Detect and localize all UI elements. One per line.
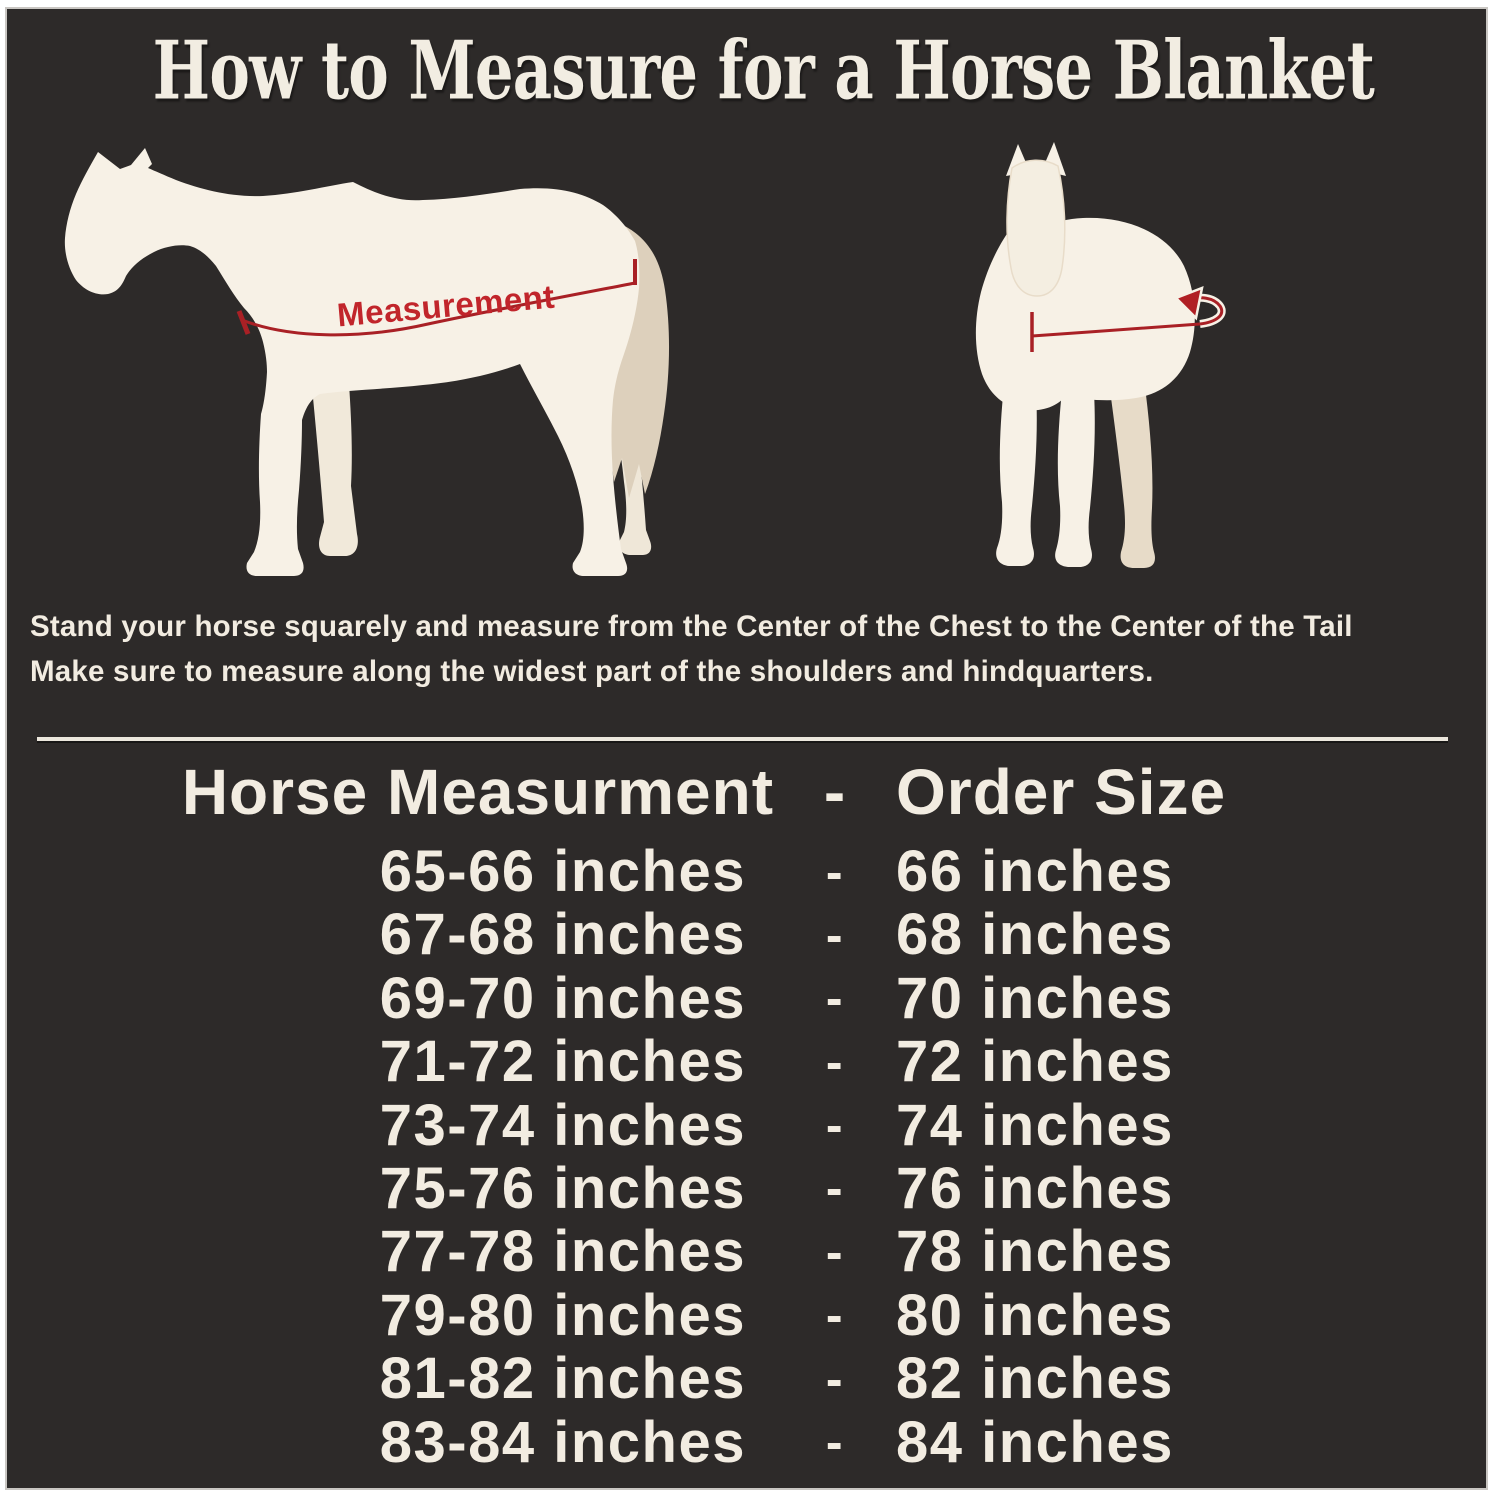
side-horse-illustration: Measurement <box>64 148 670 576</box>
order-size-value: 76 inches <box>896 1155 1174 1221</box>
horse-measurement-value: 81-82 inches <box>379 1346 746 1412</box>
size-table-row: 73-74 inches - 74 inches <box>0 1092 1491 1158</box>
size-table-row: 79-80 inches - 80 inches <box>0 1282 1491 1348</box>
front-horse-head <box>1006 159 1066 297</box>
instructions-block: Stand your horse squarely and measure fr… <box>30 604 1475 694</box>
size-table-row: 81-82 inches - 82 inches <box>0 1345 1491 1411</box>
front-horse-right-front-leg <box>1055 390 1095 567</box>
order-size-value: 66 inches <box>896 839 1174 904</box>
row-separator: - <box>825 843 845 900</box>
row-separator: - <box>825 1033 845 1090</box>
row-separator: - <box>825 1287 845 1344</box>
measurement-line-start-tick <box>236 310 251 335</box>
order-size-value: 74 inches <box>896 1092 1174 1158</box>
page-title: How to Measure for a Horse Blanket <box>0 23 1491 118</box>
horse-measurement-value: 69-70 inches <box>379 965 746 1031</box>
size-table-row: 71-72 inches - 72 inches <box>0 1028 1491 1094</box>
size-table: Horse Measurment - Order Size 65-66 inch… <box>0 752 1491 1475</box>
horse-measurement-value: 83-84 inches <box>379 1409 746 1475</box>
instructions-line-1: Stand your horse squarely and measure fr… <box>30 610 1353 643</box>
order-size-value: 78 inches <box>896 1219 1174 1285</box>
horse-measurement-value: 71-72 inches <box>379 1029 746 1095</box>
row-separator: - <box>825 1160 845 1217</box>
instructions-line-2: Make sure to measure along the widest pa… <box>30 655 1154 688</box>
size-table-row: 67-68 inches - 68 inches <box>0 901 1491 967</box>
size-table-row: 75-76 inches - 76 inches <box>0 1155 1491 1221</box>
horse-measurement-value: 79-80 inches <box>379 1282 746 1348</box>
row-separator: - <box>825 1350 845 1407</box>
horse-measurement-value: 75-76 inches <box>379 1155 746 1221</box>
order-size-value: 72 inches <box>896 1029 1174 1095</box>
row-separator: - <box>825 1223 845 1280</box>
row-separator: - <box>825 1414 845 1471</box>
size-table-row: 83-84 inches - 84 inches <box>0 1409 1491 1475</box>
size-table-row: 65-66 inches - 66 inches <box>0 838 1491 904</box>
horse-measurement-value: 65-66 inches <box>379 839 746 904</box>
front-horse-left-front-leg <box>996 385 1037 566</box>
girth-line <box>1031 322 1201 338</box>
order-size-value: 68 inches <box>896 902 1174 968</box>
measurement-arrow-icon <box>1173 286 1204 321</box>
divider-line <box>37 737 1448 741</box>
measurement-line <box>241 281 636 337</box>
order-size-value: 84 inches <box>896 1409 1174 1475</box>
page-title-text: How to Measure for a Horse Blanket <box>152 23 1375 118</box>
size-table-row: 69-70 inches - 70 inches <box>0 965 1491 1031</box>
header-separator: - <box>823 756 847 828</box>
order-size-value: 82 inches <box>896 1346 1174 1412</box>
row-separator: - <box>825 906 845 963</box>
header-measurement-column: Horse Measurment <box>181 756 774 828</box>
size-table-header: Horse Measurment - Order Size <box>0 752 1491 832</box>
side-horse-far-front-leg <box>310 367 358 556</box>
order-size-value: 80 inches <box>896 1282 1174 1348</box>
front-horse-illustration <box>975 142 1226 568</box>
horse-measurement-value: 77-78 inches <box>379 1219 746 1285</box>
header-order-column: Order Size <box>896 756 1227 828</box>
horse-measurement-value: 73-74 inches <box>379 1092 746 1158</box>
order-size-value: 70 inches <box>896 965 1174 1031</box>
horse-measurement-value: 67-68 inches <box>379 902 746 968</box>
side-horse-body <box>64 148 640 576</box>
row-separator: - <box>825 970 845 1027</box>
size-table-rows: 65-66 inches - 66 inches 67-68 inches - … <box>0 838 1491 1475</box>
front-horse-hind-leg <box>1108 372 1155 568</box>
size-table-row: 77-78 inches - 78 inches <box>0 1218 1491 1284</box>
row-separator: - <box>825 1097 845 1154</box>
